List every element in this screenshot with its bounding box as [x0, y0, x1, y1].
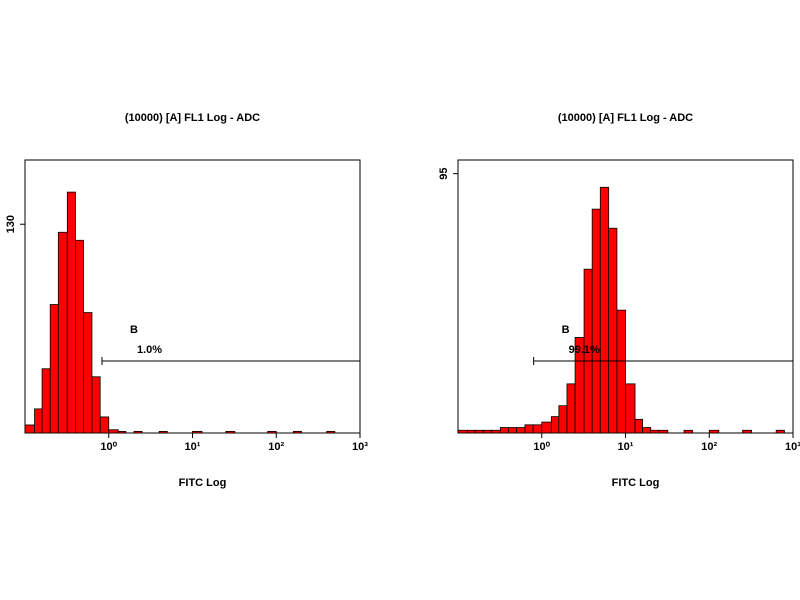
- histogram-bar: [650, 429, 660, 434]
- histogram-bar: [34, 408, 43, 434]
- histogram-bar: [49, 304, 59, 434]
- histogram-bar: [267, 430, 277, 434]
- histogram-bar: [625, 383, 636, 434]
- chart-title: (10000) [A] FL1 Log - ADC: [125, 112, 260, 124]
- histogram-bar: [192, 430, 203, 434]
- histogram-bar: [83, 312, 93, 434]
- x-tick-label: 10³: [785, 441, 800, 453]
- histogram-bar: [775, 429, 785, 434]
- histogram-bar: [658, 429, 669, 434]
- histogram-bar: [566, 383, 576, 434]
- histogram-bar: [474, 429, 484, 434]
- histogram-bar: [558, 405, 568, 434]
- histogram-bar: [634, 418, 643, 434]
- histogram-bar: [99, 416, 110, 434]
- histogram-bar: [550, 416, 560, 434]
- histogram-bar: [708, 429, 720, 434]
- histogram-bar: [225, 430, 236, 434]
- histogram-bar: [117, 430, 127, 434]
- x-tick-label: 10⁰: [533, 441, 550, 453]
- histogram-bar: [24, 424, 35, 434]
- y-tick-label: 95: [438, 168, 450, 180]
- gate-label: B: [130, 324, 138, 336]
- gate-label: B: [562, 324, 570, 336]
- gate-percent: 1.0%: [137, 344, 162, 356]
- histogram-bar: [683, 429, 693, 434]
- histogram-bar: [516, 427, 526, 434]
- gate-percent: 99.1%: [569, 344, 600, 356]
- chart-title: (10000) [A] FL1 Log - ADC: [558, 112, 693, 124]
- histogram-bar: [41, 368, 51, 434]
- histogram-bar: [599, 186, 610, 434]
- histogram-bar: [482, 429, 492, 434]
- histogram-bar: [742, 429, 752, 434]
- histogram-bar: [158, 430, 168, 434]
- x-axis-label: FITC Log: [179, 477, 227, 489]
- histogram-bar: [457, 429, 468, 434]
- histogram-bar: [490, 429, 501, 434]
- histogram-bar: [616, 309, 626, 434]
- y-tick-label: 130: [5, 215, 17, 233]
- histogram-bar: [75, 239, 84, 434]
- histogram-bar: [608, 227, 618, 434]
- histogram-bar: [524, 424, 534, 434]
- histogram-bar: [532, 424, 543, 434]
- histogram-bar: [467, 429, 476, 434]
- histogram-bar: [499, 427, 509, 434]
- histogram-bar: [57, 231, 68, 434]
- histogram-bar: [133, 430, 143, 434]
- histogram-bar: [591, 208, 601, 434]
- histogram-bar: [292, 430, 302, 434]
- x-tick-label: 10²: [701, 441, 717, 453]
- histogram-bar: [66, 191, 76, 434]
- histogram-bar: [642, 427, 652, 434]
- x-axis-label: FITC Log: [612, 477, 660, 489]
- x-tick-label: 10²: [268, 441, 284, 453]
- x-tick-label: 10³: [352, 441, 368, 453]
- x-tick-label: 10¹: [185, 441, 201, 453]
- histogram-bar: [541, 421, 552, 434]
- histogram-bar: [508, 427, 517, 434]
- x-tick-label: 10⁰: [100, 441, 117, 453]
- x-tick-label: 10¹: [618, 441, 634, 453]
- histogram-bar: [91, 376, 101, 434]
- histogram-bar: [108, 429, 119, 434]
- histogram-bar: [326, 430, 336, 434]
